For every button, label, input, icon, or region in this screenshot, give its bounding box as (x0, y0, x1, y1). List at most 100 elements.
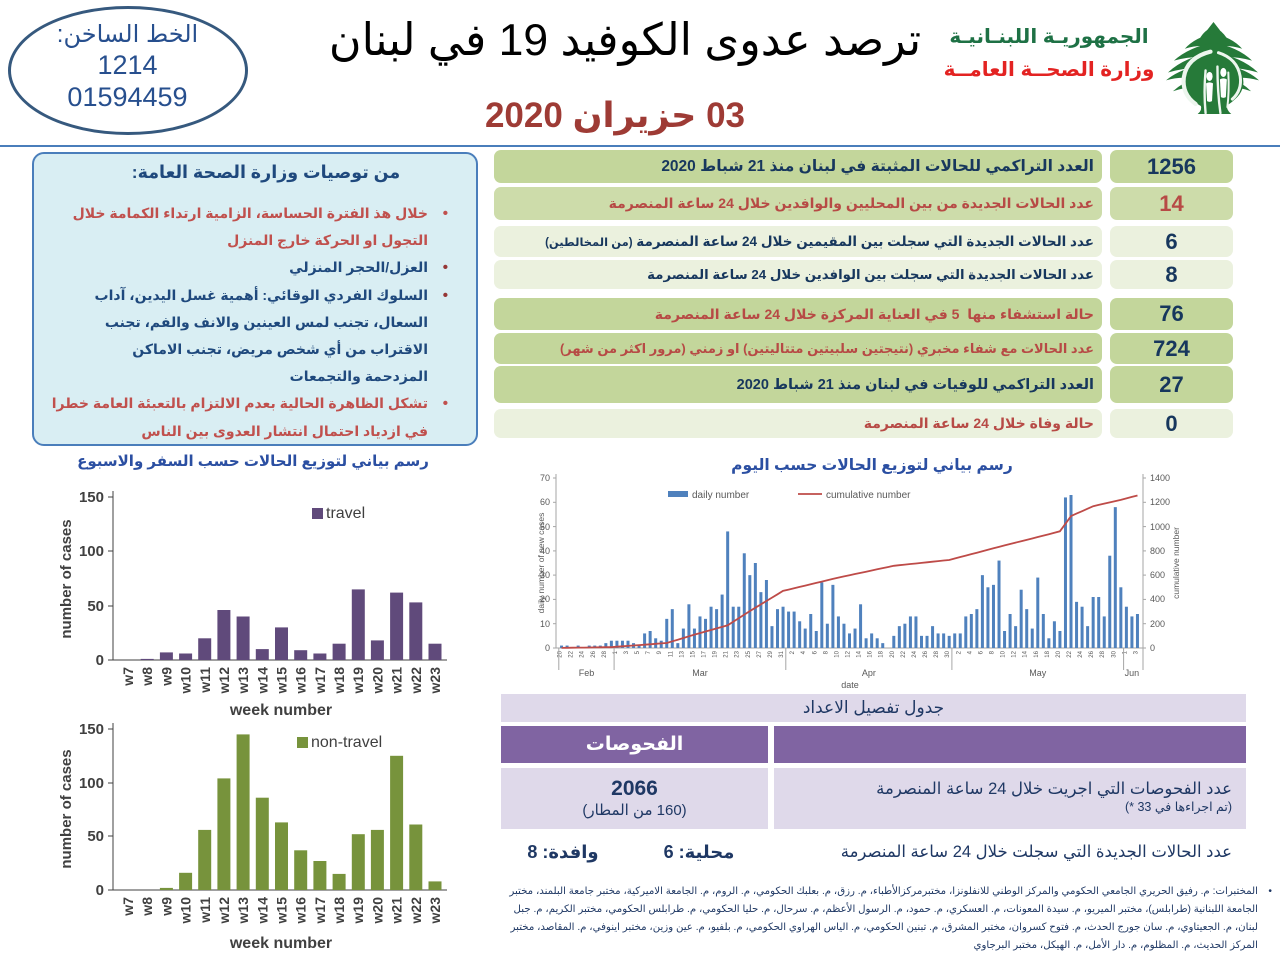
svg-text:w17: w17 (312, 667, 328, 695)
svg-text:w9: w9 (158, 667, 174, 687)
svg-text:w7: w7 (120, 667, 136, 687)
svg-text:28: 28 (602, 650, 608, 657)
svg-text:150: 150 (79, 721, 104, 738)
svg-text:w10: w10 (178, 667, 194, 695)
svg-text:11: 11 (668, 650, 674, 657)
svg-text:31: 31 (779, 650, 785, 657)
svg-text:w18: w18 (331, 897, 347, 925)
svg-text:4: 4 (967, 650, 973, 654)
svg-text:24: 24 (1078, 650, 1084, 657)
svg-text:10: 10 (1001, 650, 1007, 657)
svg-text:1: 1 (1122, 650, 1128, 654)
svg-text:30: 30 (540, 570, 550, 580)
svg-text:22: 22 (1067, 650, 1073, 657)
svg-text:28: 28 (1100, 650, 1106, 657)
svg-text:17: 17 (702, 650, 708, 657)
svg-text:50: 50 (87, 828, 104, 845)
svg-text:w14: w14 (254, 897, 270, 925)
svg-text:50: 50 (87, 598, 104, 615)
svg-text:600: 600 (1150, 570, 1165, 580)
svg-text:w20: w20 (369, 897, 385, 925)
svg-text:100: 100 (79, 775, 104, 792)
svg-text:19: 19 (713, 650, 719, 657)
svg-text:w11: w11 (197, 897, 213, 924)
svg-text:week number: week number (229, 702, 332, 719)
svg-text:1200: 1200 (1150, 497, 1170, 507)
svg-text:22: 22 (569, 650, 575, 657)
svg-text:16: 16 (868, 650, 874, 657)
svg-text:w16: w16 (293, 667, 309, 695)
svg-text:13: 13 (679, 650, 685, 657)
svg-text:0: 0 (545, 643, 550, 653)
svg-text:400: 400 (1150, 594, 1165, 604)
svg-text:w9: w9 (158, 897, 174, 917)
svg-text:20: 20 (890, 650, 896, 657)
svg-text:3: 3 (624, 650, 630, 654)
svg-text:w17: w17 (312, 897, 328, 925)
svg-text:24: 24 (912, 650, 918, 657)
svg-text:number of cases: number of cases (58, 749, 75, 868)
svg-text:200: 200 (1150, 619, 1165, 629)
svg-text:40: 40 (540, 546, 550, 556)
svg-text:2: 2 (956, 650, 962, 654)
svg-text:6: 6 (812, 650, 818, 654)
svg-text:w22: w22 (408, 897, 424, 925)
svg-text:non-travel: non-travel (311, 734, 382, 751)
svg-text:15: 15 (690, 650, 696, 657)
svg-text:60: 60 (540, 497, 550, 507)
svg-text:w7: w7 (120, 897, 136, 917)
svg-text:2: 2 (790, 650, 796, 654)
svg-text:12: 12 (1012, 650, 1018, 657)
svg-text:100: 100 (79, 543, 104, 560)
svg-text:8: 8 (990, 650, 996, 654)
svg-text:10: 10 (540, 619, 550, 629)
svg-text:29: 29 (768, 650, 774, 657)
svg-text:w13: w13 (235, 897, 251, 925)
svg-text:1400: 1400 (1150, 473, 1170, 483)
svg-text:18: 18 (879, 650, 885, 657)
svg-text:w13: w13 (235, 667, 251, 695)
svg-text:8: 8 (823, 650, 829, 654)
svg-text:cumulative number: cumulative number (826, 490, 911, 501)
svg-text:7: 7 (646, 650, 652, 654)
svg-text:3: 3 (1134, 650, 1140, 654)
svg-text:w12: w12 (216, 897, 232, 925)
svg-text:25: 25 (746, 650, 752, 657)
svg-text:w23: w23 (427, 667, 443, 695)
svg-text:20: 20 (540, 594, 550, 604)
svg-text:20: 20 (1056, 650, 1062, 657)
svg-text:date: date (841, 680, 859, 690)
svg-text:0: 0 (96, 652, 104, 669)
svg-text:Feb: Feb (579, 668, 595, 678)
svg-text:28: 28 (934, 650, 940, 657)
svg-text:27: 27 (757, 650, 763, 657)
svg-text:1: 1 (613, 650, 619, 654)
svg-text:travel: travel (326, 505, 365, 522)
svg-text:24: 24 (580, 650, 586, 657)
svg-text:30: 30 (1111, 650, 1117, 657)
svg-text:w21: w21 (389, 897, 405, 925)
svg-text:w8: w8 (139, 897, 155, 917)
svg-text:Apr: Apr (862, 668, 876, 678)
svg-text:w18: w18 (331, 667, 347, 695)
svg-text:14: 14 (1023, 650, 1029, 657)
svg-text:10: 10 (834, 650, 840, 657)
svg-text:23: 23 (735, 650, 741, 657)
svg-text:5: 5 (635, 650, 641, 654)
svg-text:26: 26 (923, 650, 929, 657)
svg-text:26: 26 (591, 650, 597, 657)
svg-text:w11: w11 (197, 667, 213, 694)
svg-text:w22: w22 (408, 667, 424, 695)
svg-text:w15: w15 (274, 667, 290, 695)
svg-text:w20: w20 (369, 667, 385, 695)
svg-text:50: 50 (540, 522, 550, 532)
svg-text:w16: w16 (293, 897, 309, 925)
svg-text:May: May (1029, 668, 1047, 678)
svg-text:Jun: Jun (1125, 668, 1140, 678)
svg-text:26: 26 (1089, 650, 1095, 657)
svg-text:22: 22 (901, 650, 907, 657)
svg-text:daily number of new cases: daily number of new cases (536, 513, 546, 614)
svg-text:w15: w15 (274, 897, 290, 925)
svg-text:w14: w14 (254, 667, 270, 695)
svg-text:4: 4 (801, 650, 807, 654)
